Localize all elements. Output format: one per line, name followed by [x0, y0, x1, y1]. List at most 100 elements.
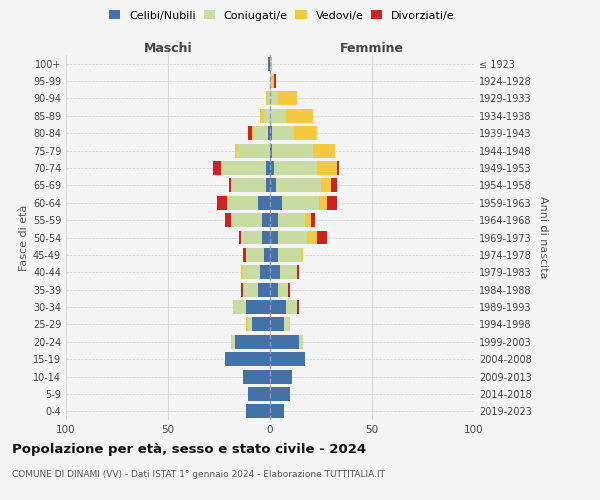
- Bar: [268, 92, 270, 106]
- Bar: [270, 92, 278, 106]
- Bar: [248, 318, 251, 332]
- Bar: [244, 370, 270, 384]
- Bar: [270, 161, 274, 175]
- Bar: [270, 213, 278, 227]
- Bar: [307, 230, 317, 244]
- Bar: [241, 282, 244, 296]
- Bar: [241, 230, 262, 244]
- Bar: [260, 266, 270, 279]
- Bar: [264, 109, 270, 123]
- Text: Maschi: Maschi: [143, 42, 193, 55]
- Bar: [270, 266, 280, 279]
- Y-axis label: Fasce di età: Fasce di età: [19, 204, 29, 270]
- Bar: [274, 74, 276, 88]
- Bar: [227, 196, 258, 209]
- Bar: [270, 370, 292, 384]
- Bar: [245, 318, 248, 332]
- Bar: [245, 300, 270, 314]
- Bar: [327, 196, 337, 209]
- Bar: [254, 126, 268, 140]
- Bar: [295, 126, 317, 140]
- Bar: [233, 300, 245, 314]
- Bar: [231, 335, 235, 348]
- Bar: [299, 335, 302, 348]
- Bar: [317, 230, 327, 244]
- Bar: [225, 352, 270, 366]
- Y-axis label: Anni di nascita: Anni di nascita: [538, 196, 548, 279]
- Bar: [270, 387, 290, 401]
- Bar: [270, 109, 286, 123]
- Bar: [296, 266, 299, 279]
- Bar: [231, 178, 266, 192]
- Bar: [244, 248, 245, 262]
- Bar: [286, 300, 296, 314]
- Bar: [235, 144, 238, 158]
- Bar: [270, 230, 278, 244]
- Bar: [258, 196, 270, 209]
- Bar: [331, 178, 337, 192]
- Bar: [270, 352, 305, 366]
- Bar: [229, 178, 231, 192]
- Bar: [248, 387, 270, 401]
- Bar: [270, 300, 286, 314]
- Bar: [317, 161, 337, 175]
- Bar: [244, 266, 260, 279]
- Bar: [217, 196, 227, 209]
- Bar: [268, 126, 270, 140]
- Bar: [225, 213, 231, 227]
- Bar: [270, 248, 278, 262]
- Bar: [270, 318, 284, 332]
- Bar: [272, 126, 295, 140]
- Bar: [270, 74, 272, 88]
- Bar: [248, 126, 251, 140]
- Bar: [262, 230, 270, 244]
- Bar: [276, 178, 321, 192]
- Bar: [301, 248, 302, 262]
- Bar: [296, 300, 299, 314]
- Bar: [272, 144, 313, 158]
- Bar: [305, 213, 311, 227]
- Bar: [282, 196, 319, 209]
- Bar: [264, 248, 270, 262]
- Bar: [274, 161, 317, 175]
- Bar: [278, 92, 296, 106]
- Bar: [260, 109, 264, 123]
- Bar: [251, 318, 270, 332]
- Bar: [266, 178, 270, 192]
- Bar: [270, 196, 282, 209]
- Bar: [266, 161, 270, 175]
- Bar: [319, 196, 327, 209]
- Bar: [337, 161, 340, 175]
- Bar: [239, 230, 241, 244]
- Bar: [258, 282, 270, 296]
- Bar: [270, 144, 272, 158]
- Bar: [245, 404, 270, 418]
- Bar: [286, 109, 313, 123]
- Bar: [289, 282, 290, 296]
- Bar: [270, 404, 284, 418]
- Text: Popolazione per età, sesso e stato civile - 2024: Popolazione per età, sesso e stato civil…: [12, 442, 366, 456]
- Bar: [245, 248, 264, 262]
- Bar: [270, 126, 272, 140]
- Bar: [270, 335, 299, 348]
- Bar: [241, 266, 244, 279]
- Bar: [270, 282, 278, 296]
- Bar: [284, 318, 290, 332]
- Bar: [235, 335, 270, 348]
- Bar: [244, 282, 258, 296]
- Bar: [262, 213, 270, 227]
- Text: COMUNE DI DINAMI (VV) - Dati ISTAT 1° gennaio 2024 - Elaborazione TUTTITALIA.IT: COMUNE DI DINAMI (VV) - Dati ISTAT 1° ge…: [12, 470, 385, 479]
- Legend: Celibi/Nubili, Coniugati/e, Vedovi/e, Divorziati/e: Celibi/Nubili, Coniugati/e, Vedovi/e, Di…: [107, 8, 457, 23]
- Bar: [278, 248, 301, 262]
- Bar: [278, 282, 289, 296]
- Bar: [311, 213, 315, 227]
- Bar: [278, 230, 307, 244]
- Bar: [238, 144, 270, 158]
- Bar: [313, 144, 335, 158]
- Bar: [278, 213, 305, 227]
- Bar: [280, 266, 296, 279]
- Bar: [213, 161, 221, 175]
- Bar: [231, 213, 262, 227]
- Bar: [266, 92, 268, 106]
- Bar: [251, 126, 254, 140]
